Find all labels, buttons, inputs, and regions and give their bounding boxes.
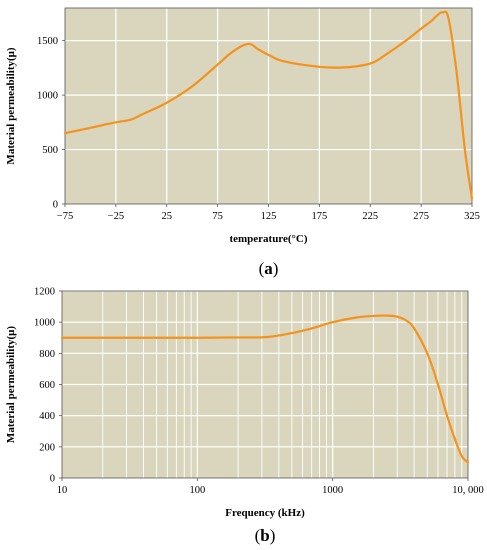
x-tick-label: 10: [57, 485, 68, 496]
chart-b-x-axis-label: Frequency (kHz): [225, 507, 305, 519]
x-tick-label: 175: [312, 211, 328, 222]
x-tick-label: 75: [212, 211, 223, 222]
x-tick-label: 100: [189, 485, 205, 496]
y-tick-label: 0: [50, 474, 55, 485]
x-tick-label: 1000: [322, 485, 343, 496]
x-tick-label: −75: [57, 211, 73, 222]
panel-label-b: (b): [255, 526, 276, 545]
x-tick-label: 225: [362, 211, 378, 222]
chart-b-series-line: [60, 314, 470, 464]
y-tick-label: 800: [39, 349, 55, 360]
x-tick-label: 325: [464, 211, 480, 222]
chart-a-y-axis-label: Material permeability(μ): [5, 47, 17, 164]
chart-b: 10 100 1000 10, 000 0 200 400 600 800 1000 1200 F…: [5, 287, 484, 546]
chart-b-grid: [62, 290, 468, 478]
chart-a-series-line: [63, 10, 474, 200]
x-tick-label: 125: [261, 211, 277, 222]
chart-a-x-ticks: −75 −25 25 75 125 175 225 275 325: [57, 204, 480, 222]
y-tick-label: 600: [39, 380, 55, 391]
x-tick-label: −25: [108, 211, 124, 222]
y-tick-label: 500: [42, 145, 58, 156]
y-tick-label: 1500: [37, 36, 58, 47]
y-tick-label: 400: [39, 411, 55, 422]
y-tick-label: 1000: [34, 318, 55, 329]
chart-a: −75 −25 25 75 125 175 225 275 325 0 500 1000 1500 t…: [5, 7, 480, 278]
chart-a-x-axis-label: temperature(°C): [229, 233, 307, 245]
y-tick-label: 1200: [34, 287, 55, 298]
y-tick-label: 0: [53, 200, 58, 211]
chart-a-y-ticks: 0 500 1000 1500: [37, 36, 65, 211]
x-tick-label: 25: [162, 211, 173, 222]
x-tick-label: 10, 000: [452, 485, 484, 496]
y-tick-label: 1000: [37, 91, 58, 102]
y-tick-label: 200: [39, 442, 55, 453]
chart-b-y-ticks: 0 200 400 600 800 1000 1200: [34, 287, 62, 485]
panel-label-a: (a): [259, 259, 279, 278]
chart-b-y-axis-label: Material permeability(μ): [5, 326, 17, 443]
chart-b-x-ticks: 10 100 1000 10, 000: [57, 478, 484, 496]
x-tick-label: 275: [413, 211, 429, 222]
